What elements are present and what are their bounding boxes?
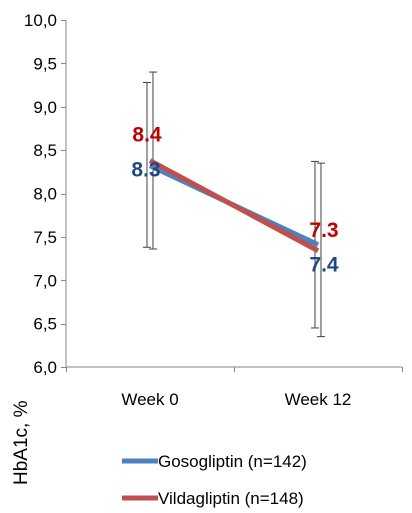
data-label: 8.3 — [131, 159, 160, 182]
x-tick-labels: Week 0 Week 12 — [121, 390, 351, 409]
y-tick-label: 6,0 — [33, 358, 57, 377]
data-label: 7.4 — [309, 254, 339, 277]
legend: Gosogliptin (n=142) Vildagliptin (n=148) — [122, 452, 307, 508]
y-tick-label: 7,0 — [33, 271, 57, 290]
y-tick-label: 7,5 — [33, 228, 57, 247]
y-tick-labels: 10,0 9,5 9,0 8,5 8,0 7,5 7,0 6,5 6,0 — [24, 11, 57, 377]
y-axis-label: HbA1c, % — [11, 400, 32, 485]
data-label: 7.3 — [309, 219, 338, 242]
legend-label: Gosogliptin (n=142) — [158, 452, 307, 471]
data-label: 8.4 — [132, 124, 162, 147]
legend-label: Vildagliptin (n=148) — [158, 489, 304, 508]
series-line-vildagliptin — [148, 158, 320, 253]
y-tick-label: 8,5 — [33, 141, 57, 160]
data-labels: 8.3 7.4 8.4 7.3 — [131, 124, 339, 277]
y-tick-label: 10,0 — [24, 11, 57, 30]
x-tick-label: Week 12 — [285, 390, 352, 409]
y-tick-label: 6,5 — [33, 315, 57, 334]
y-tick-label: 9,5 — [33, 54, 57, 73]
axes — [61, 20, 403, 372]
x-tick-label: Week 0 — [121, 390, 178, 409]
series-lines — [148, 158, 320, 253]
y-tick-label: 8,0 — [33, 185, 57, 204]
y-tick-label: 9,0 — [33, 98, 57, 117]
